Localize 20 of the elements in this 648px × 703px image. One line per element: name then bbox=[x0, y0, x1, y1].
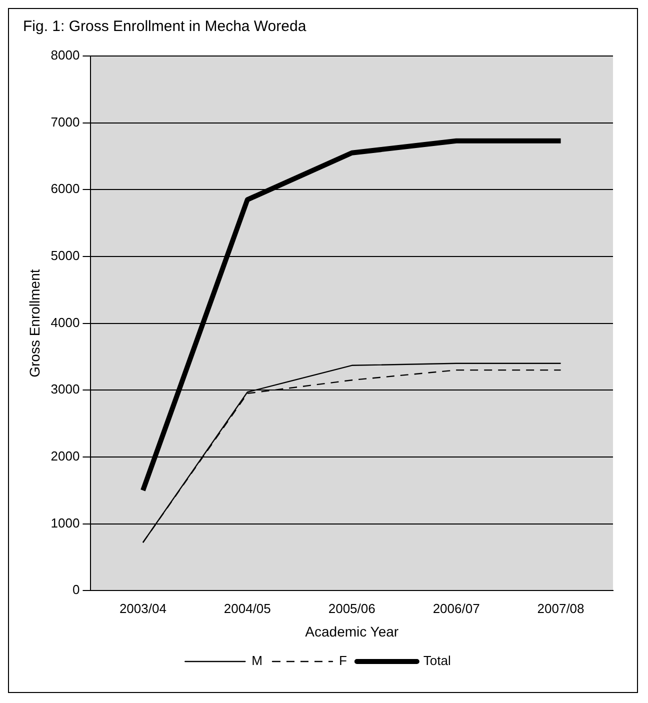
y-tick-label: 7000 bbox=[50, 114, 80, 130]
y-tick-label: 2000 bbox=[50, 448, 80, 464]
y-tick-label: 4000 bbox=[50, 314, 80, 330]
legend-label: F bbox=[338, 653, 347, 668]
legend-label: M bbox=[252, 653, 262, 668]
y-tick-label: 5000 bbox=[50, 248, 80, 264]
y-tick-label: 6000 bbox=[50, 181, 80, 196]
y-tick-label: 0 bbox=[72, 582, 80, 598]
y-tick-label: 1000 bbox=[50, 515, 80, 530]
chart-title: Fig. 1: Gross Enrollment in Mecha Woreda bbox=[23, 18, 307, 36]
x-tick-label: 2006/07 bbox=[432, 600, 480, 616]
y-tick-label: 8000 bbox=[50, 48, 80, 63]
x-tick-label: 2005/06 bbox=[328, 600, 376, 616]
y-tick-label: 3000 bbox=[50, 382, 80, 397]
x-axis-title: Academic Year bbox=[305, 623, 399, 640]
x-tick-label: 2004/05 bbox=[224, 600, 271, 616]
y-axis-title: Gross Enrollment bbox=[26, 269, 42, 378]
x-tick-label: 2007/08 bbox=[537, 600, 584, 616]
legend-label: Total bbox=[423, 653, 451, 668]
x-tick-label: 2003/04 bbox=[119, 600, 166, 616]
